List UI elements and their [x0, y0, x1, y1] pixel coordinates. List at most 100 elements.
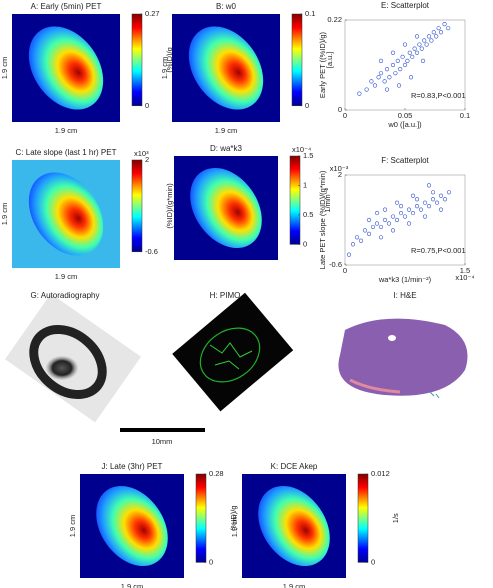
scatter-point [438, 207, 444, 212]
colorbar-tick-label: 0 [305, 101, 309, 110]
scatter-point [358, 238, 364, 243]
scatter-point [442, 21, 447, 27]
scatter-point [436, 26, 441, 31]
colorbar-multiplier: x10⁻⁴ [292, 145, 311, 154]
panel-title: K: DCE Akep [271, 462, 318, 471]
scatter-point [418, 207, 424, 212]
colorbar-tick-label: 0 [145, 101, 149, 110]
scatter-point [382, 207, 388, 212]
panel-title: I: H&E [393, 291, 416, 300]
scatter-point [382, 217, 388, 223]
scatter-point [442, 197, 448, 202]
scatter-point [350, 242, 356, 247]
x-tick-label: 0 [343, 266, 347, 275]
x-tick-label: 1.5 [460, 266, 470, 275]
x-axis-label: 1.9 cm [55, 272, 78, 281]
x-axis-label: 1.9 cm [55, 126, 78, 135]
y-multiplier: x10⁻³ [330, 164, 349, 173]
plot-area [344, 19, 466, 111]
scatter-point [414, 204, 420, 209]
pimo-image [172, 292, 294, 412]
heatmap-tissue [258, 485, 330, 567]
x-axis-label: wa*k3 (1/min⁻²) [378, 275, 432, 284]
scatter-point [410, 54, 415, 59]
x-axis-label: 1.9 cm [215, 126, 238, 135]
chart-title: E: Scatterplot [381, 1, 430, 10]
colorbar-tick-label: 1 [303, 180, 307, 189]
y-axis-label: 1.9 cm [230, 515, 239, 538]
scatter-point [414, 50, 420, 55]
scatter-point [366, 231, 372, 236]
y-axis-label: 1.9 cm [68, 515, 77, 538]
scatter-point [354, 235, 360, 240]
scatter-point [390, 214, 396, 219]
x-axis-label: 1.9 cm [121, 582, 144, 588]
scatter-point [412, 46, 417, 51]
scatter-point [387, 75, 392, 80]
colorbar-label: 1/s [391, 513, 400, 523]
scatter-point [390, 62, 396, 68]
scatter-point [362, 228, 368, 233]
scatter-point [395, 58, 400, 64]
scatter-point [398, 210, 404, 216]
colorbar-tick-label: -0.6 [145, 247, 158, 256]
scatter-point [422, 38, 427, 43]
colorbar-tick-label: 0.28 [209, 469, 224, 478]
scatter-point [378, 224, 384, 230]
annotation: R=0.75,P<0.001 [411, 246, 466, 255]
scale-bar-label: 10mm [152, 437, 173, 446]
scatter-point [370, 224, 376, 230]
colorbar [357, 473, 369, 563]
scatter-point [430, 190, 436, 195]
scatter-point [434, 34, 439, 39]
y-axis-label: 1.9 cm [160, 57, 169, 80]
scatter-point [382, 79, 387, 84]
colorbar [195, 473, 207, 563]
y-axis-label: 1.9 cm [0, 57, 9, 80]
scatter-point [446, 190, 452, 195]
scatter-point [426, 34, 432, 39]
scatter-point [431, 30, 436, 35]
colorbar-label: (%ID)/(g*min) [165, 183, 174, 229]
scatter-point [434, 200, 440, 205]
scatter-point [357, 91, 362, 96]
heatmap-tissue [28, 172, 104, 256]
scatter-point [400, 54, 405, 59]
scatter-point [420, 58, 426, 64]
colorbar [131, 159, 143, 253]
panel-title: H: PIMO [210, 291, 241, 300]
scatter-point [394, 200, 400, 205]
scatter-point [402, 214, 408, 219]
plot-area [344, 174, 466, 266]
y-tick-label: 2 [338, 170, 342, 179]
panel-title: J: Late (3hr) PET [102, 462, 163, 471]
scatter-point [406, 207, 412, 212]
x-tick-label: 0.1 [460, 111, 470, 120]
annotation: R=0.83,P<0.001 [411, 91, 466, 100]
panel-title: B: w0 [216, 2, 237, 11]
scatter-point [393, 71, 398, 76]
colorbar-tick-label: 0.27 [145, 9, 160, 18]
colorbar-tick-label: 1.5 [303, 151, 313, 160]
colorbar [131, 13, 143, 107]
scatter-point [386, 221, 392, 226]
scatter-point [414, 34, 420, 39]
scatter-point [402, 42, 408, 47]
scatter-point [396, 83, 402, 88]
scatter-point [410, 210, 416, 216]
scatter-point [346, 252, 352, 257]
colorbar-tick-label: 0 [209, 557, 213, 566]
scatter-point [410, 193, 416, 198]
scatter-point [372, 83, 378, 88]
scatter-point [366, 217, 372, 223]
panel-title: A: Early (5min) PET [31, 2, 102, 11]
scatter-point [369, 79, 374, 84]
heatmap-tissue [190, 167, 262, 249]
scatter-point [438, 30, 444, 35]
heatmap-tissue [96, 485, 168, 567]
scatter-point [374, 210, 380, 216]
colorbar-label: [a.u.] [325, 52, 334, 69]
colorbar-tick-label: 0.012 [371, 469, 390, 478]
scatter-point [378, 235, 384, 240]
